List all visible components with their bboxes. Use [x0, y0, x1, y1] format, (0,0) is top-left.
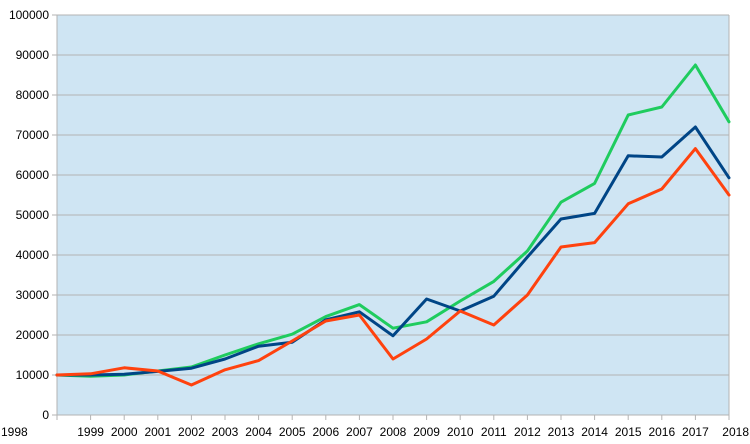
x-tick-label: 2005 — [279, 425, 306, 439]
y-tick-label: 50000 — [16, 208, 50, 222]
y-axis-ticks: 0 10000 20000 30000 40000 50000 60000 70000 8000… — [9, 8, 57, 422]
x-tick-label: 2012 — [514, 425, 541, 439]
x-tick-label: 2001 — [144, 425, 171, 439]
x-tick-label: 2013 — [548, 425, 575, 439]
x-tick-label: 2014 — [581, 425, 608, 439]
x-tick-label: 2006 — [312, 425, 339, 439]
x-tick-label: 2017 — [682, 425, 709, 439]
x-tick-label: 2011 — [481, 425, 507, 439]
y-tick-label: 100000 — [9, 8, 49, 22]
x-axis-ticks: 1998 1999 2000 2001 2002 2003 2004 2005 2006 2007… — [1, 415, 749, 439]
y-tick-label: 40000 — [16, 248, 50, 262]
y-tick-label: 90000 — [16, 48, 50, 62]
x-tick-label: 1999 — [77, 425, 104, 439]
x-tick-label: 2007 — [346, 425, 373, 439]
y-tick-label: 0 — [42, 408, 49, 422]
x-tick-label: 1998 — [1, 425, 28, 439]
x-tick-label: 2002 — [178, 425, 205, 439]
series-line-3 — [55, 147, 731, 387]
x-tick-label: 2000 — [111, 425, 138, 439]
x-tick-label: 2015 — [615, 425, 642, 439]
y-tick-label: 80000 — [16, 88, 50, 102]
x-tick-label: 2008 — [380, 425, 407, 439]
x-tick-label: 2010 — [447, 425, 474, 439]
series-line-2 — [55, 125, 731, 377]
x-tick-label: 2009 — [413, 425, 440, 439]
x-tick-label: 2016 — [648, 425, 675, 439]
y-tick-label: 20000 — [16, 328, 50, 342]
y-tick-label: 70000 — [16, 128, 50, 142]
x-tick-label: 2003 — [212, 425, 239, 439]
series-lines — [55, 63, 731, 387]
x-tick-label: 2004 — [245, 425, 272, 439]
y-tick-label: 10000 — [16, 368, 50, 382]
y-tick-label: 60000 — [16, 168, 50, 182]
x-tick-label: 2018 — [722, 425, 749, 439]
y-tick-label: 30000 — [16, 288, 50, 302]
